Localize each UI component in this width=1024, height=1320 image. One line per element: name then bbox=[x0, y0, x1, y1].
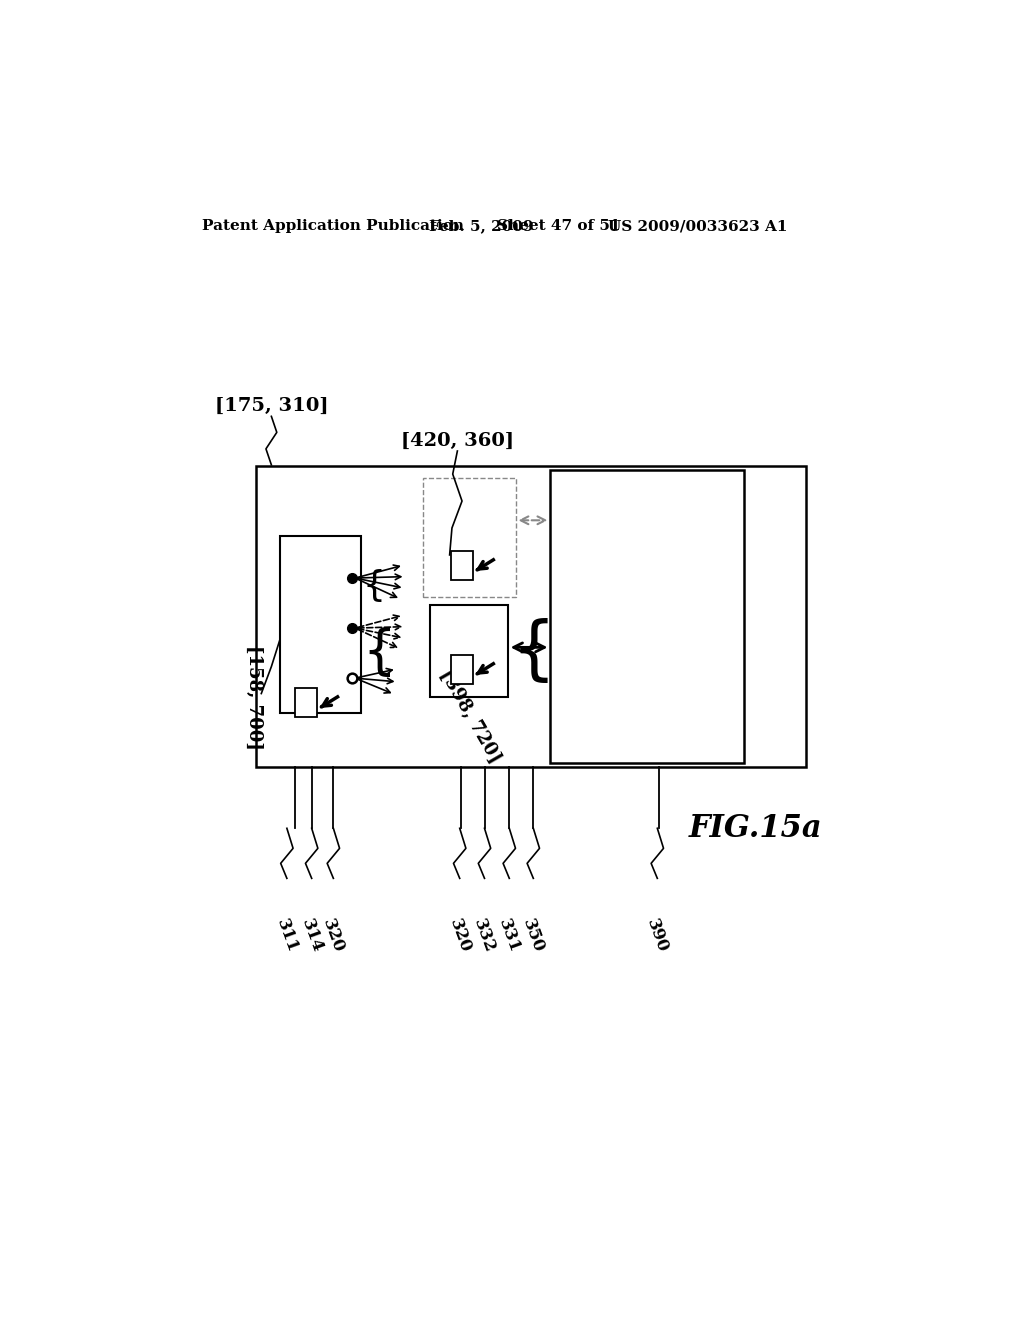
Text: 311: 311 bbox=[273, 917, 301, 956]
Bar bbox=[452, 552, 473, 581]
Text: 320: 320 bbox=[445, 917, 474, 956]
Bar bbox=[280, 536, 361, 713]
Text: 350: 350 bbox=[519, 917, 547, 956]
Text: 320: 320 bbox=[319, 917, 347, 956]
Text: 331: 331 bbox=[496, 917, 523, 956]
Bar bbox=[550, 470, 744, 763]
Text: 332: 332 bbox=[471, 917, 499, 956]
Text: Feb. 5, 2009: Feb. 5, 2009 bbox=[429, 219, 534, 234]
Text: [158, 700]: [158, 700] bbox=[246, 645, 263, 750]
Text: 314: 314 bbox=[298, 917, 326, 956]
Text: [175, 310]: [175, 310] bbox=[215, 397, 328, 416]
Text: Sheet 47 of 51: Sheet 47 of 51 bbox=[497, 219, 621, 234]
Text: {: { bbox=[512, 618, 556, 685]
Bar bbox=[256, 466, 806, 767]
Text: 390: 390 bbox=[643, 917, 672, 956]
Text: US 2009/0033623 A1: US 2009/0033623 A1 bbox=[608, 219, 788, 234]
Text: {: { bbox=[362, 569, 386, 603]
Text: Patent Application Publication: Patent Application Publication bbox=[202, 219, 464, 234]
Bar bbox=[452, 655, 473, 684]
Text: {: { bbox=[362, 627, 396, 678]
Text: FIG.15a: FIG.15a bbox=[689, 813, 822, 843]
Text: [420, 360]: [420, 360] bbox=[400, 432, 514, 450]
Bar bbox=[430, 605, 508, 697]
Bar bbox=[423, 478, 515, 598]
Text: [398, 720]: [398, 720] bbox=[436, 667, 505, 767]
Bar bbox=[295, 688, 317, 718]
